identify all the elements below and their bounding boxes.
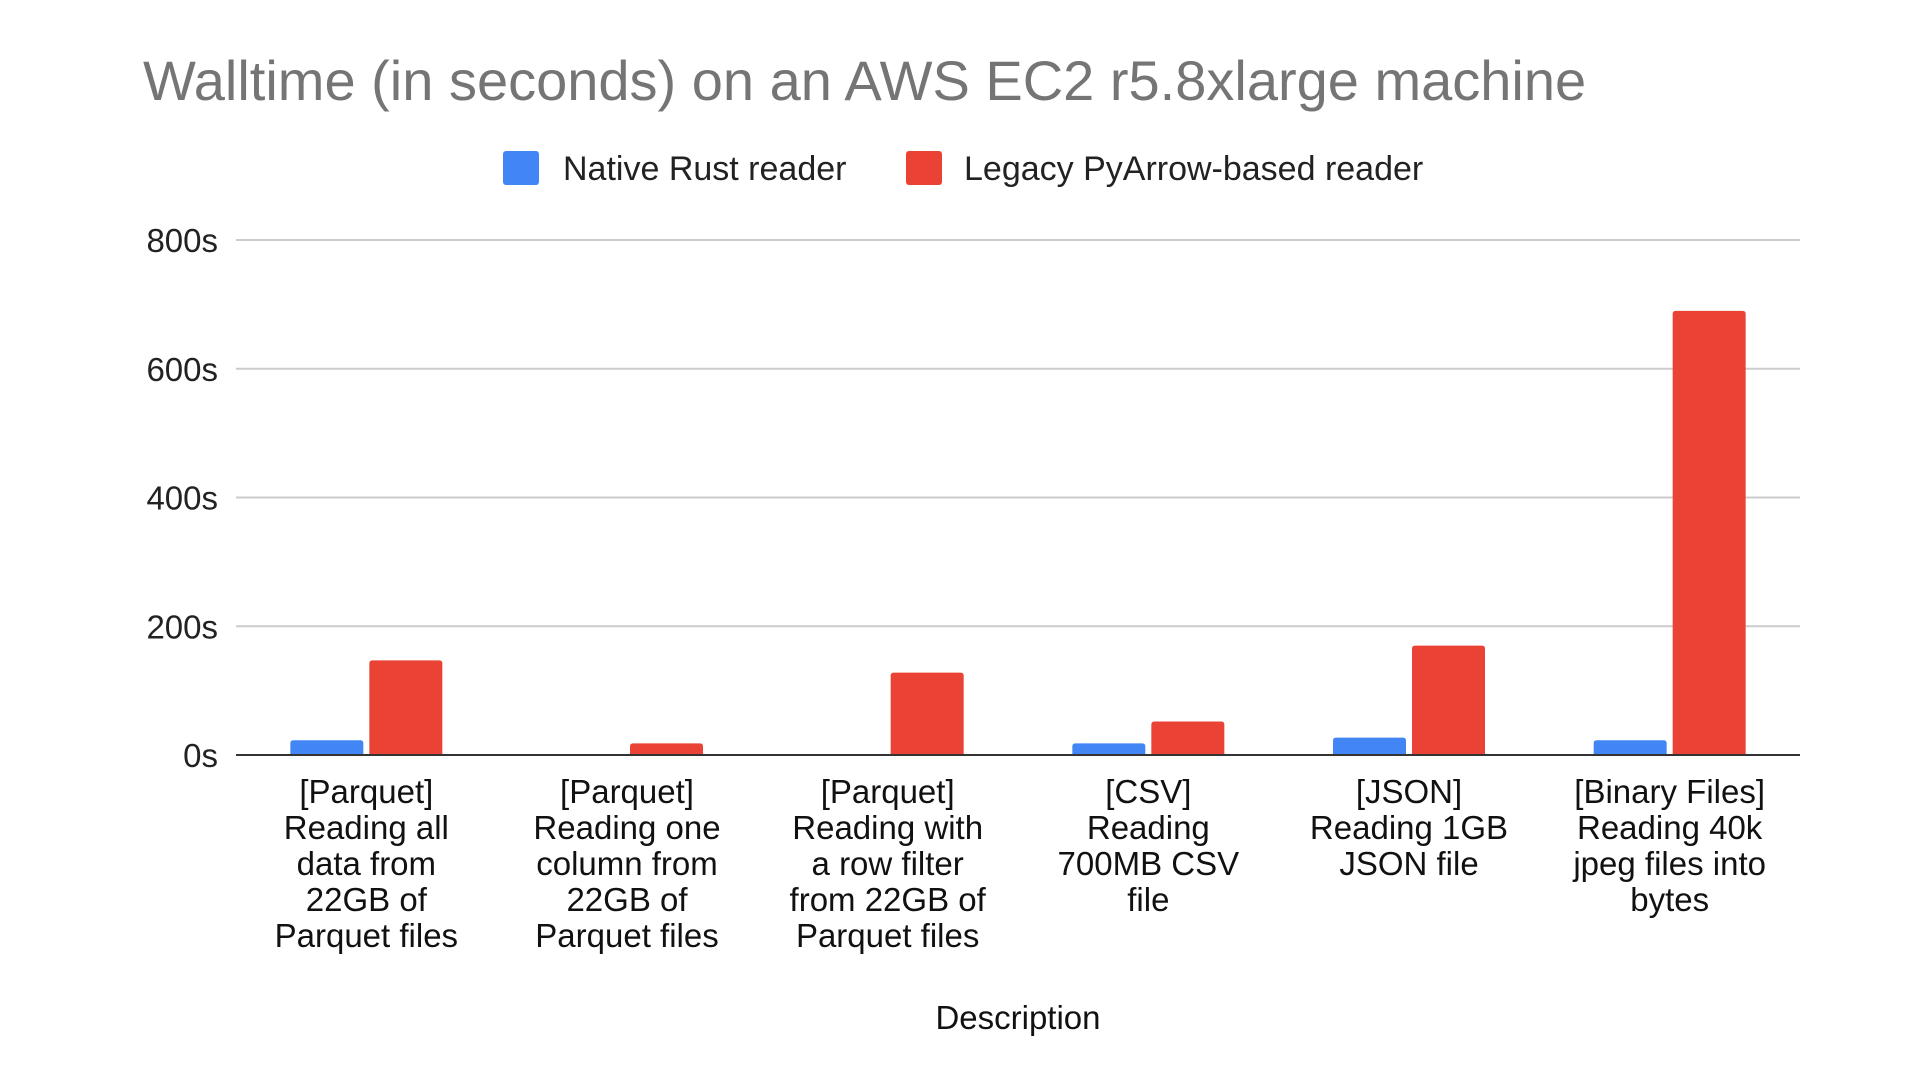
legend-label-native-rust: Native Rust reader xyxy=(563,150,846,188)
bar-native-rust-3 xyxy=(1072,743,1146,755)
bar-legacy-pyarrow-0 xyxy=(369,660,443,755)
x-category-label-1: [Parquet] Reading one column from 22GB of Pa… xyxy=(533,773,720,954)
x-axis-title: Description xyxy=(935,999,1100,1036)
legend: Native Rust reader Legacy PyArrow-based … xyxy=(503,150,1423,188)
bar-legacy-pyarrow-2 xyxy=(890,672,964,755)
x-axis-category-labels: [Parquet] Reading all data from 22GB of Parq… xyxy=(275,773,1766,954)
bar-legacy-pyarrow-1 xyxy=(630,743,703,755)
bar-legacy-pyarrow-3 xyxy=(1151,721,1225,755)
y-tick-label-800: 800s xyxy=(146,222,218,259)
y-tick-label-400: 400s xyxy=(146,480,218,517)
y-tick-label-0: 0s xyxy=(183,737,218,774)
legend-label-legacy-pyarrow: Legacy PyArrow-based reader xyxy=(964,150,1423,188)
bar-native-rust-4 xyxy=(1333,737,1406,755)
bar-native-rust-0 xyxy=(290,740,364,755)
x-category-label-3: [CSV] Reading 700MB CSV file xyxy=(1058,773,1240,918)
legend-swatch-legacy-pyarrow xyxy=(906,151,942,185)
x-category-label-5: [Binary Files] Reading 40k jpeg files into… xyxy=(1572,773,1766,918)
y-tick-label-600: 600s xyxy=(146,351,218,388)
x-category-label-0: [Parquet] Reading all data from 22GB of Parq… xyxy=(275,773,458,954)
chart-title: Walltime (in seconds) on an AWS EC2 r5.8… xyxy=(143,49,1586,112)
bar-legacy-pyarrow-5 xyxy=(1672,310,1746,755)
gridlines xyxy=(236,239,1800,628)
bars xyxy=(290,310,1746,755)
y-tick-label-200: 200s xyxy=(146,608,218,645)
legend-swatch-native-rust xyxy=(503,151,539,185)
bar-legacy-pyarrow-4 xyxy=(1412,645,1485,755)
bar-native-rust-5 xyxy=(1593,740,1667,755)
y-axis-ticks: 0s 200s 400s 600s 800s xyxy=(146,222,218,774)
x-category-label-4: [JSON] Reading 1GB JSON file xyxy=(1310,773,1508,882)
x-category-label-2: [Parquet] Reading with a row filter from 22… xyxy=(790,773,987,954)
